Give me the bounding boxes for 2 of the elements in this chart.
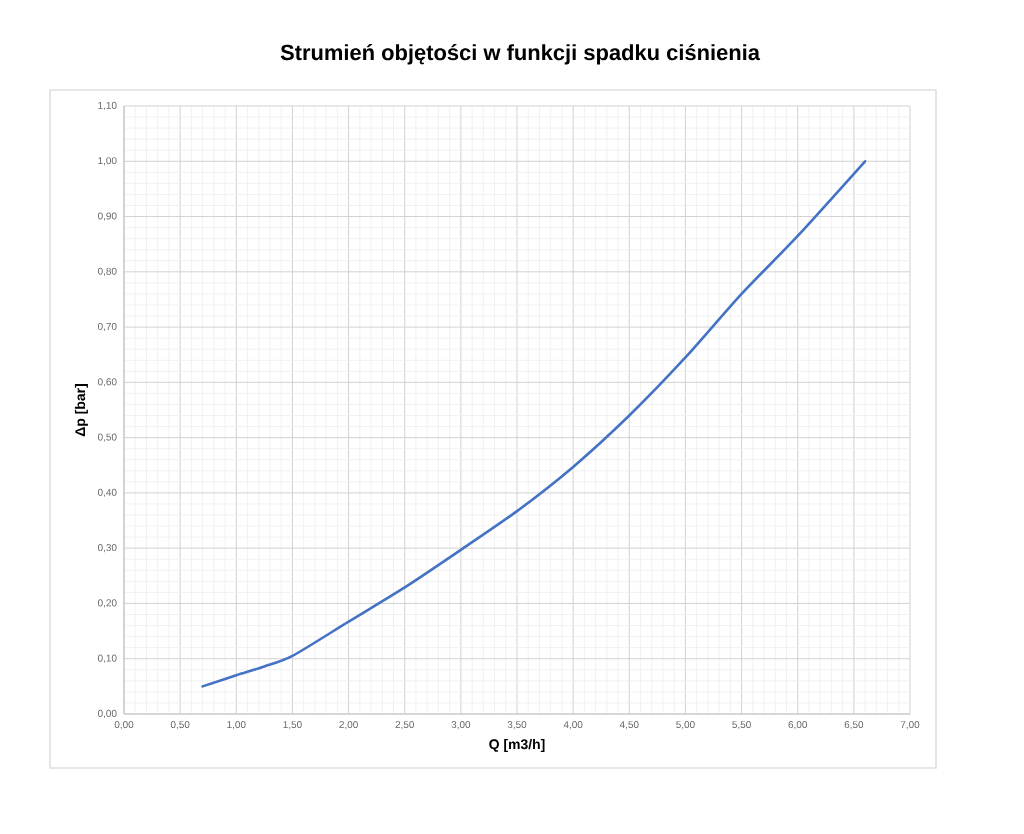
line-series bbox=[201, 159, 867, 688]
chart-title: Strumień objętości w funkcji spadku ciśnienia bbox=[280, 43, 761, 65]
